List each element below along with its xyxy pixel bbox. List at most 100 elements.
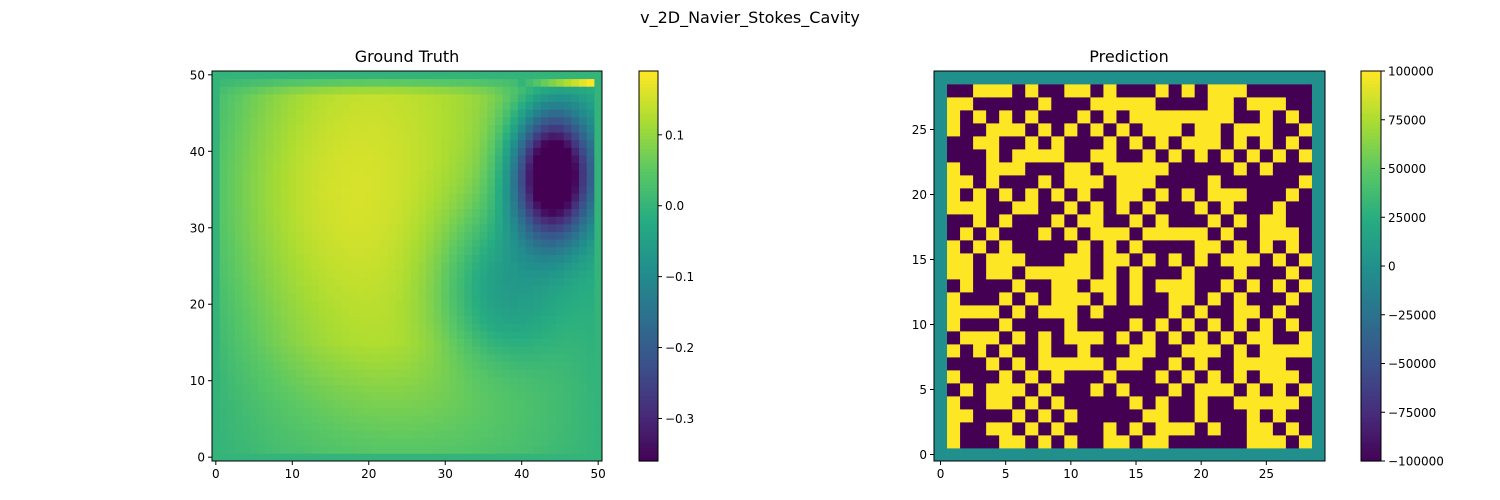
- heatmap-cell: [364, 132, 373, 141]
- heatmap-cell: [571, 101, 580, 110]
- heatmap-cell: [579, 277, 588, 286]
- heatmap-cell: [311, 116, 320, 125]
- heatmap-cell: [296, 239, 305, 248]
- heatmap-cell: [1142, 84, 1156, 98]
- heatmap-cell: [387, 269, 396, 278]
- heatmap-cell: [265, 300, 274, 309]
- heatmap-cell: [1233, 292, 1248, 306]
- heatmap-cell: [1246, 84, 1261, 98]
- heatmap-cell: [510, 231, 519, 240]
- heatmap-cell: [517, 201, 526, 210]
- heatmap-cell: [1103, 370, 1117, 384]
- heatmap-cell: [319, 139, 328, 148]
- heatmap-cell: [1311, 318, 1326, 332]
- colorbar-segment: [639, 210, 658, 215]
- heatmap-cell: [395, 193, 404, 202]
- heatmap-cell: [1311, 214, 1326, 228]
- heatmap-cell: [250, 430, 259, 439]
- heatmap-cell: [1116, 214, 1130, 228]
- heatmap-cell: [357, 246, 366, 255]
- heatmap-cell: [1051, 84, 1065, 98]
- heatmap-cell: [265, 453, 274, 462]
- heatmap-cell: [960, 253, 974, 267]
- heatmap-cell: [372, 193, 381, 202]
- heatmap-cell: [1025, 188, 1039, 202]
- heatmap-cell: [540, 376, 549, 385]
- heatmap-cell: [395, 277, 404, 286]
- heatmap-cell: [479, 323, 488, 332]
- heatmap-cell: [250, 415, 259, 424]
- heatmap-cell: [594, 346, 603, 355]
- heatmap-cell: [227, 208, 236, 217]
- heatmap-cell: [1051, 162, 1065, 176]
- colorbar-segment: [1361, 331, 1381, 335]
- heatmap-cell: [326, 201, 335, 210]
- heatmap-cell: [418, 201, 427, 210]
- heatmap-cell: [418, 170, 427, 179]
- heatmap-cell: [426, 369, 435, 378]
- heatmap-cell: [1064, 448, 1078, 462]
- colorbar-segment: [639, 412, 658, 417]
- heatmap-cell: [1181, 97, 1196, 111]
- heatmap-cell: [303, 415, 312, 424]
- heatmap-cell: [1077, 279, 1091, 293]
- heatmap-cell: [212, 445, 221, 454]
- heatmap-cell: [1207, 435, 1222, 449]
- heatmap-cell: [288, 193, 297, 202]
- heatmap-cell: [464, 399, 473, 408]
- heatmap-cell: [1012, 305, 1026, 319]
- heatmap-cell: [1168, 292, 1183, 306]
- heatmap-cell: [219, 438, 228, 447]
- colorbar-segment: [639, 126, 658, 131]
- heatmap-cell: [334, 338, 343, 347]
- heatmap-cell: [1311, 201, 1326, 215]
- heatmap-cell: [579, 369, 588, 378]
- heatmap-cell: [288, 292, 297, 301]
- heatmap-cell: [586, 300, 595, 309]
- heatmap-cell: [594, 315, 603, 324]
- heatmap-cell: [1103, 214, 1117, 228]
- heatmap-cell: [1116, 435, 1130, 449]
- heatmap-cell: [1259, 331, 1274, 345]
- heatmap-cell: [219, 170, 228, 179]
- heatmap-cell: [1103, 279, 1117, 293]
- heatmap-cell: [288, 124, 297, 133]
- heatmap-cell: [1246, 214, 1261, 228]
- heatmap-cell: [288, 132, 297, 141]
- heatmap-cell: [1181, 396, 1196, 410]
- heatmap-cell: [456, 438, 465, 447]
- heatmap-cell: [219, 445, 228, 454]
- heatmap-cell: [296, 216, 305, 225]
- heatmap-cell: [594, 384, 603, 393]
- colorbar-segment: [1361, 136, 1381, 140]
- heatmap-cell: [326, 193, 335, 202]
- heatmap-cell: [433, 93, 442, 102]
- heatmap-cell: [594, 147, 603, 156]
- heatmap-cell: [410, 86, 419, 95]
- heatmap-cell: [250, 269, 259, 278]
- heatmap-cell: [303, 201, 312, 210]
- heatmap-cell: [280, 185, 289, 194]
- colorbar-segment: [639, 370, 658, 374]
- heatmap-cell: [479, 254, 488, 263]
- heatmap-cell: [1285, 344, 1300, 358]
- heatmap-cell: [594, 445, 603, 454]
- heatmap-cell: [517, 331, 526, 340]
- heatmap-cell: [594, 246, 603, 255]
- colorbar-segment: [639, 298, 658, 303]
- heatmap-cell: [1207, 240, 1222, 254]
- heatmap-cell: [349, 71, 358, 80]
- x-tick-label: 10: [1063, 467, 1078, 481]
- heatmap-cell: [441, 246, 450, 255]
- heatmap-cell: [380, 71, 389, 80]
- heatmap-cell: [380, 453, 389, 462]
- heatmap-cell: [219, 147, 228, 156]
- heatmap-cell: [510, 185, 519, 194]
- heatmap-cell: [510, 109, 519, 118]
- colorbar-segment: [639, 331, 658, 335]
- heatmap-cell: [403, 392, 412, 401]
- heatmap-cell: [960, 422, 974, 436]
- colorbar-segment: [1361, 80, 1381, 85]
- heatmap-cell: [441, 338, 450, 347]
- heatmap-cell: [234, 445, 243, 454]
